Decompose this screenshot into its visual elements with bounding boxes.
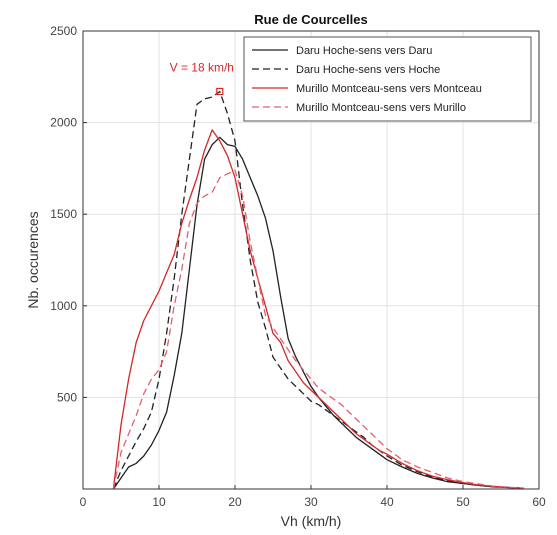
y-tick-label: 1500 — [50, 207, 77, 221]
axis-ticks: 0 10 20 30 40 50 60 500 1000 1500 2000 2500 — [50, 24, 546, 509]
series-layer — [112, 90, 524, 490]
x-tick-label: 40 — [380, 495, 394, 509]
peak-annotation: V = 18 km/h — [170, 60, 234, 96]
x-axis-label: Vh (km/h) — [281, 513, 342, 529]
y-tick-label: 500 — [57, 390, 77, 404]
legend-label-2: Daru Hoche-sens vers Hoche — [296, 64, 440, 76]
legend: Daru Hoche-sens vers Daru Daru Hoche-sens… — [243, 36, 532, 122]
legend-label-3: Murillo Montceau-sens vers Montceau — [296, 83, 482, 95]
series-line-3 — [112, 129, 524, 490]
x-tick-label: 20 — [228, 495, 242, 509]
series-line-2 — [112, 90, 524, 490]
y-axis-label: Nb. occurences — [25, 211, 41, 308]
series-line-1 — [112, 136, 524, 490]
x-tick-label: 0 — [80, 495, 87, 509]
x-tick-label: 50 — [456, 495, 470, 509]
x-tick-label: 60 — [532, 495, 546, 509]
legend-box — [243, 36, 532, 122]
peak-marker — [216, 87, 224, 96]
legend-label-1: Daru Hoche-sens vers Daru — [296, 45, 432, 57]
series-line-4 — [112, 169, 524, 490]
y-tick-label: 2000 — [50, 116, 77, 130]
x-tick-label: 10 — [152, 495, 166, 509]
peak-label: V = 18 km/h — [170, 60, 234, 74]
y-tick-label: 1000 — [50, 299, 77, 313]
y-tick-label: 2500 — [50, 24, 77, 38]
x-tick-label: 30 — [304, 495, 318, 509]
chart-title: Rue de Courcelles — [254, 12, 367, 27]
legend-label-4: Murillo Montceau-sens vers Murillo — [296, 102, 466, 114]
